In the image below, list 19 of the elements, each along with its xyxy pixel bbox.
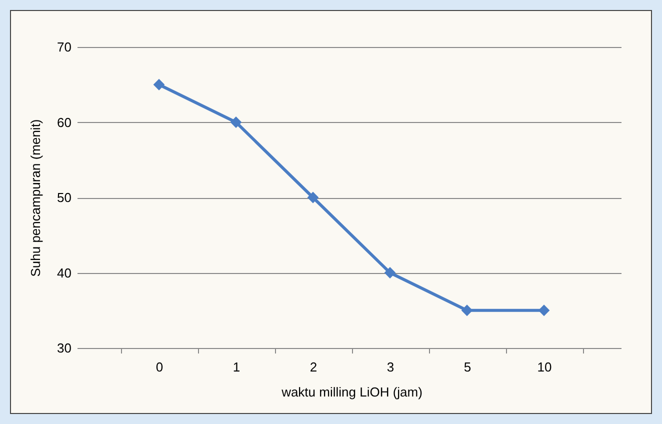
- x-tick-label: 1: [232, 360, 240, 374]
- point: [384, 267, 396, 278]
- y-tick-label: 30: [57, 340, 72, 356]
- x-axis-title: waktu milling LiOH (jam): [280, 384, 422, 400]
- x-tick-label: 2: [310, 360, 318, 374]
- point: [230, 116, 242, 128]
- point: [538, 304, 550, 316]
- y-tick-label: 70: [57, 40, 72, 54]
- point: [307, 192, 319, 204]
- y-tick-label: 40: [57, 265, 72, 280]
- y-tick-label: 60: [57, 114, 72, 130]
- y-tick-label: 50: [57, 190, 72, 205]
- point: [461, 304, 473, 316]
- x-tick-label: 0: [156, 360, 164, 374]
- x-tick-label: 5: [464, 360, 472, 374]
- point: [153, 78, 165, 90]
- x-tick-label: 3: [386, 360, 394, 374]
- x-tick-label: 10: [537, 360, 552, 374]
- y-axis-title: Suhu pencampuran (menit): [28, 119, 44, 277]
